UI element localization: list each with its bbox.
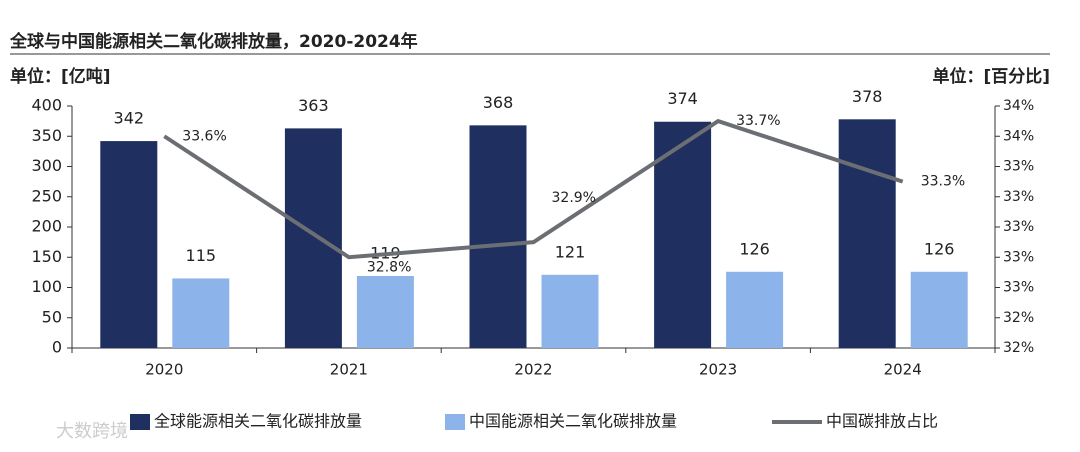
bar-label: 363 — [298, 96, 329, 115]
bar-label: 115 — [186, 246, 217, 265]
legend-label: 全球能源相关二氧化碳排放量 — [154, 412, 362, 431]
x-tick-label: 2023 — [699, 361, 737, 379]
line-label: 33.7% — [736, 113, 780, 129]
y2-tick-label: 32% — [1003, 310, 1034, 326]
bar — [172, 278, 230, 348]
y-tick-label: 0 — [52, 338, 62, 357]
legend-swatch — [445, 414, 465, 430]
line-label: 33.3% — [921, 174, 965, 190]
bar — [541, 274, 599, 348]
legend-label: 中国能源相关二氧化碳排放量 — [469, 412, 677, 431]
bar — [654, 121, 712, 348]
line — [163, 118, 904, 260]
bar-label: 126 — [924, 239, 955, 258]
x-tick-label: 2022 — [514, 361, 552, 379]
bar-label: 126 — [739, 239, 770, 258]
bar-label: 378 — [852, 87, 883, 106]
y2-unit: 单位：[百分比] — [932, 66, 1050, 87]
y2-tick-label: 33% — [1003, 159, 1034, 175]
line-label: 32.8% — [367, 259, 411, 275]
y-tick-label: 200 — [31, 217, 62, 236]
x-tick-label: 2020 — [145, 361, 183, 379]
watermark: 大数跨境 — [56, 421, 128, 442]
y2-tick-label: 33% — [1003, 249, 1034, 265]
bar — [284, 128, 342, 348]
y2-tick-label: 34% — [1003, 128, 1034, 144]
y-unit: 单位：[亿吨] — [10, 66, 111, 87]
y-tick-label: 150 — [31, 247, 62, 266]
y-tick-label: 250 — [31, 186, 62, 205]
y2-tick-label: 34% — [1003, 98, 1034, 114]
bar-label: 368 — [483, 93, 514, 112]
y2-tick-label: 33% — [1003, 219, 1034, 235]
bar — [356, 276, 414, 348]
line-label: 33.6% — [182, 128, 226, 144]
bar-label: 121 — [555, 242, 586, 261]
y2-tick-label: 32% — [1003, 340, 1034, 356]
legend-swatch — [130, 414, 150, 430]
legend-label: 中国碳排放占比 — [826, 412, 938, 431]
bar — [100, 141, 158, 348]
y2-tick-label: 33% — [1003, 189, 1034, 205]
bar — [838, 119, 896, 348]
bar — [469, 125, 527, 348]
bar-label: 374 — [667, 89, 698, 108]
x-tick-label: 2024 — [884, 361, 922, 379]
y-tick-label: 400 — [31, 96, 62, 115]
y-tick-label: 100 — [31, 277, 62, 296]
bar — [910, 271, 968, 348]
y-tick-label: 50 — [42, 307, 62, 326]
bar-label: 342 — [114, 109, 145, 128]
chart-title: 全球与中国能源相关二氧化碳排放量，2020-2024年 — [9, 31, 418, 52]
bar — [726, 271, 784, 348]
line-label: 32.9% — [552, 190, 596, 206]
y-tick-label: 300 — [31, 156, 62, 175]
x-tick-label: 2021 — [330, 361, 368, 379]
y2-tick-label: 33% — [1003, 280, 1034, 296]
y-tick-label: 350 — [31, 126, 62, 145]
